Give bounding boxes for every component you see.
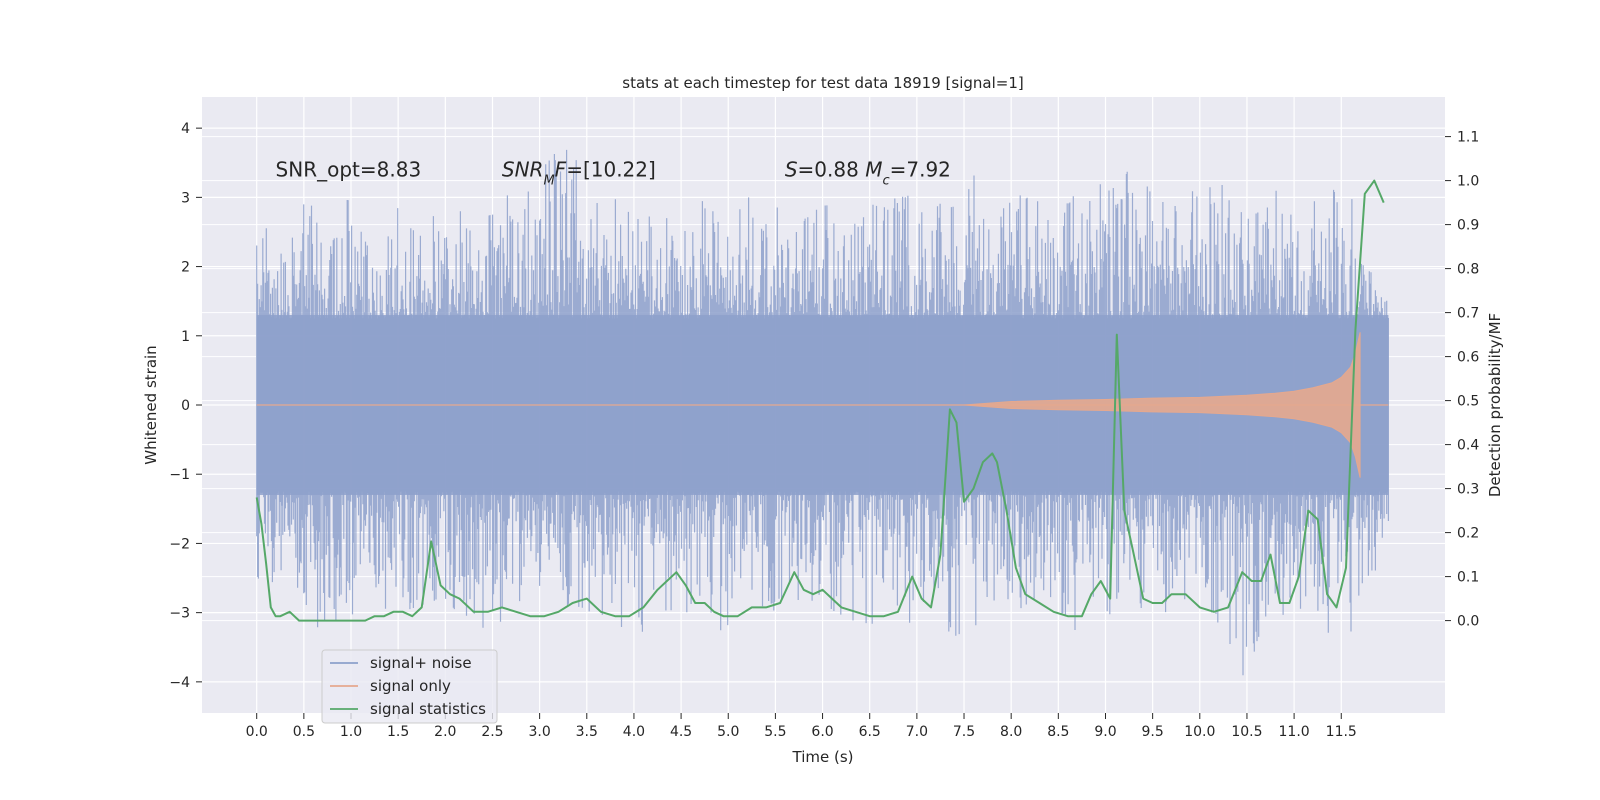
y-right-tick-label: 0.2 <box>1457 526 1479 542</box>
x-tick-label: 9.5 <box>1142 724 1164 740</box>
y-right-tick-label: 1.0 <box>1457 174 1479 190</box>
y-tick-label: 2 <box>181 260 190 276</box>
stats-series <box>255 179 1385 622</box>
x-tick-label: 10.0 <box>1184 724 1215 740</box>
x-tick-label: 11.5 <box>1326 724 1357 740</box>
x-tick-label: 2.0 <box>434 724 456 740</box>
x-tick-label: 6.0 <box>811 724 833 740</box>
y-tick-label: 0 <box>181 398 190 414</box>
y-tick-label: 3 <box>181 190 190 206</box>
x-tick-label: 7.0 <box>906 724 928 740</box>
metric-annotation: SNRMF=[10.22] <box>502 158 656 189</box>
y-right-tick-label: 0.4 <box>1457 438 1479 454</box>
x-tick-label: 4.5 <box>670 724 692 740</box>
x-tick-label: 5.0 <box>717 724 739 740</box>
x-tick-label: 6.5 <box>859 724 881 740</box>
y-right-tick-label: 0.0 <box>1457 614 1479 630</box>
legend-label-signal: signal only <box>370 677 451 695</box>
chart-title: stats at each timestep for test data 189… <box>622 74 1023 92</box>
y-right-tick-label: 0.6 <box>1457 350 1479 366</box>
legend: signal+ noise signal only signal statist… <box>321 649 498 724</box>
y-right-tick-label: 0.8 <box>1457 262 1479 278</box>
y-right-tick-label: 0.9 <box>1457 218 1479 234</box>
x-tick-label: 3.0 <box>528 724 550 740</box>
x-tick-label: 0.0 <box>246 724 268 740</box>
legend-label-stats: signal statistics <box>370 700 486 718</box>
metric-annotation: SNR_opt=8.83 <box>276 158 422 182</box>
metric-annotation: S=0.88 Mc=7.92 <box>785 158 951 189</box>
legend-label-noise: signal+ noise <box>370 654 472 672</box>
ticks: 0.0 0.5 1.0 1.5 2.0 2.5 3.0 3.5 4.0 4.5 5.0 5.5 6.0 6… <box>169 121 1479 740</box>
y-tick-label: −3 <box>169 606 190 622</box>
annotations: SNR_opt=8.83 SNRMF=[10.22] S=0.88 Mc=7.92 <box>276 158 951 189</box>
x-tick-label: 0.5 <box>293 724 315 740</box>
x-tick-label: 4.0 <box>623 724 645 740</box>
y-right-tick-label: 0.3 <box>1457 482 1479 498</box>
y-axis-right-label: Detection probability/MF <box>1486 313 1504 497</box>
x-tick-label: 11.0 <box>1279 724 1310 740</box>
x-tick-label: 9.0 <box>1094 724 1116 740</box>
y-axis-label: Whitened strain <box>142 345 160 464</box>
x-tick-label: 1.5 <box>387 724 409 740</box>
y-tick-label: −4 <box>169 675 190 691</box>
y-right-tick-label: 0.5 <box>1457 394 1479 410</box>
x-tick-label: 7.5 <box>953 724 975 740</box>
x-tick-label: 2.5 <box>481 724 503 740</box>
legend-box <box>321 649 498 724</box>
x-tick-label: 3.5 <box>576 724 598 740</box>
y-tick-label: −2 <box>169 536 190 552</box>
y-tick-label: 4 <box>181 121 190 137</box>
y-right-tick-label: 0.1 <box>1457 570 1479 586</box>
x-tick-label: 8.0 <box>1000 724 1022 740</box>
y-right-tick-label: 0.7 <box>1457 306 1479 322</box>
noise-series-path <box>256 149 1389 676</box>
x-tick-label: 5.5 <box>764 724 786 740</box>
x-tick-label: 10.5 <box>1231 724 1262 740</box>
signal-series <box>256 332 1389 478</box>
signal-statistics-line <box>255 179 1385 622</box>
x-axis-label: Time (s) <box>792 748 854 766</box>
y-right-tick-label: 1.1 <box>1457 130 1479 146</box>
y-tick-label: 1 <box>181 329 190 345</box>
x-tick-label: 8.5 <box>1047 724 1069 740</box>
y-tick-label: −1 <box>169 467 190 483</box>
x-tick-label: 1.0 <box>340 724 362 740</box>
